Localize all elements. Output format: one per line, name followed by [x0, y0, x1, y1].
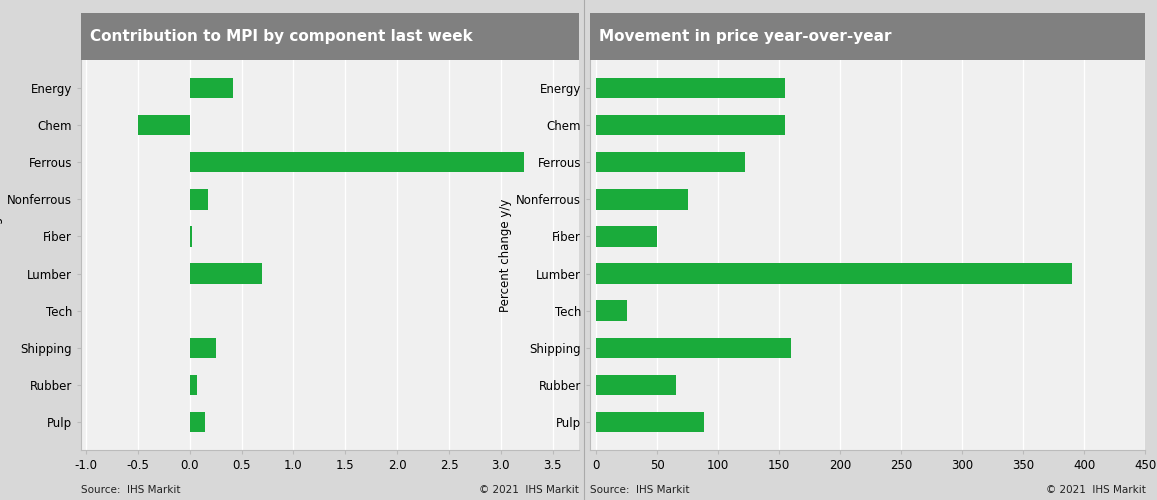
- Bar: [596, 338, 791, 358]
- Bar: [596, 264, 1073, 284]
- Text: Source:  IHS Markit: Source: IHS Markit: [81, 485, 180, 495]
- Bar: [596, 78, 786, 98]
- Bar: [190, 374, 197, 395]
- Y-axis label: Percent change y/y: Percent change y/y: [499, 198, 511, 312]
- Text: © 2021  IHS Markit: © 2021 IHS Markit: [479, 485, 578, 495]
- Bar: [190, 338, 215, 358]
- Bar: [190, 152, 524, 172]
- Bar: [596, 152, 745, 172]
- Text: © 2021  IHS Markit: © 2021 IHS Markit: [1046, 485, 1145, 495]
- Bar: [596, 189, 687, 210]
- Bar: [596, 300, 627, 321]
- Bar: [190, 189, 208, 210]
- Bar: [596, 226, 657, 246]
- Bar: [138, 115, 190, 136]
- Bar: [190, 264, 263, 284]
- Bar: [596, 374, 676, 395]
- Bar: [596, 115, 786, 136]
- Bar: [190, 226, 192, 246]
- Bar: [190, 412, 206, 432]
- Text: Movement in price year-over-year: Movement in price year-over-year: [599, 28, 892, 44]
- Y-axis label: Percent change: Percent change: [0, 209, 2, 301]
- Bar: [190, 78, 234, 98]
- Bar: [596, 412, 703, 432]
- Text: Source:  IHS Markit: Source: IHS Markit: [590, 485, 690, 495]
- Text: Contribution to MPI by component last week: Contribution to MPI by component last we…: [90, 28, 473, 44]
